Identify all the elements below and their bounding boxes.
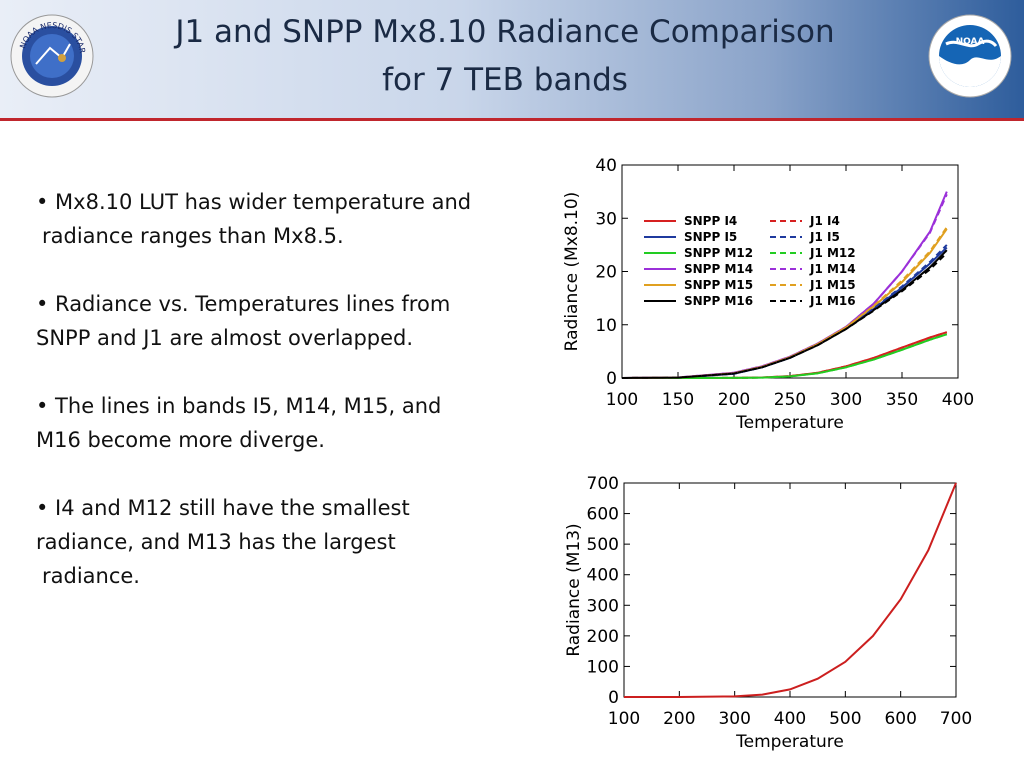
bullet-2: • Radiance vs. Temperatures lines from S…	[36, 287, 526, 355]
x-tick-label: 600	[884, 709, 916, 729]
y-tick-label: 300	[587, 596, 619, 616]
x-axis-label: Temperature	[735, 732, 844, 752]
legend-label: SNPP I5	[684, 230, 737, 244]
legend-label: SNPP M14	[684, 262, 753, 276]
legend-label: J1 I5	[809, 230, 840, 244]
x-tick-label: 100	[606, 390, 638, 410]
bullet-1: • Mx8.10 LUT has wider temperature and r…	[36, 185, 526, 253]
legend-label: J1 M15	[809, 278, 856, 292]
y-tick-label: 30	[595, 209, 617, 229]
radiance-m13-chart: 100 200 300 400 500 600 700 0 100 200 300 400 500 600…	[548, 474, 978, 760]
x-tick-label: 300	[718, 709, 750, 729]
legend-label: SNPP M15	[684, 278, 753, 292]
x-tick-label: 150	[662, 390, 694, 410]
bullet-1-line-1: • Mx8.10 LUT has wider temperature and	[36, 190, 472, 214]
bullet-3-line-1: • The lines in bands I5, M14, M15, and	[36, 394, 442, 418]
legend-label: J1 M16	[809, 294, 856, 308]
legend-label: J1 M12	[809, 246, 856, 260]
y-tick-label: 40	[595, 158, 617, 176]
x-axis-label: Temperature	[735, 413, 844, 433]
bullet-4-line-2: radiance, and M13 has the largest	[36, 530, 396, 554]
legend-label: SNPP M16	[684, 294, 753, 308]
y-tick-label: 20	[595, 263, 617, 283]
series-line-j1-m16	[621, 252, 948, 379]
x-tick-label: 250	[774, 390, 806, 410]
title-line-2: for 7 TEB bands	[382, 62, 628, 98]
bullet-4-line-3: radiance.	[42, 564, 140, 588]
radiance-m13-plot: 100 200 300 400 500 600 7000100200300400500600…	[564, 474, 972, 752]
y-axis-label: Radiance (Mx8.10)	[562, 192, 582, 352]
page-title: J1 and SNPP Mx8.10 Radiance Comparison f…	[120, 8, 890, 104]
noaa-logo: NOAA	[928, 14, 1012, 98]
x-tick-label: 300	[830, 390, 862, 410]
title-line-1: J1 and SNPP Mx8.10 Radiance Comparison	[175, 14, 835, 50]
x-tick-label: 400	[942, 390, 974, 410]
y-tick-label: 0	[608, 688, 619, 708]
bullet-2-line-2: SNPP and J1 are almost overlapped.	[36, 326, 414, 350]
radiance-mx810-plot: 100 150 200 250 300 350 400 0 10 20 30 40 Temperatur…	[562, 156, 974, 433]
nesdis-star-logo: NOAA NESDIS STAR	[10, 14, 94, 98]
x-tick-label: 200	[663, 709, 695, 729]
legend-label: J1 I4	[809, 214, 840, 228]
bullet-2-line-1: • Radiance vs. Temperatures lines from	[36, 292, 451, 316]
x-tick-label: 700	[940, 709, 972, 729]
radiance-mx810-chart: 100 150 200 250 300 350 400 0 10 20 30 40 Temperatur…	[555, 156, 985, 438]
x-tick-label: 500	[829, 709, 861, 729]
x-tick-label: 200	[718, 390, 750, 410]
legend-label: J1 M14	[809, 262, 856, 276]
series-line-m13	[624, 482, 957, 698]
y-tick-label: 100	[587, 657, 619, 677]
y-tick-label: 0	[606, 369, 617, 389]
y-tick-label: 200	[587, 627, 619, 647]
bullet-1-line-2: radiance ranges than Mx8.5.	[42, 224, 344, 248]
series-line-j1-m12	[622, 333, 948, 379]
plot-frame	[623, 482, 957, 698]
bullet-4: • I4 and M12 still have the smallest rad…	[36, 491, 526, 593]
y-tick-label: 700	[587, 475, 619, 494]
header-divider	[0, 118, 1024, 121]
bullet-list: • Mx8.10 LUT has wider temperature and r…	[36, 185, 526, 627]
y-tick-label: 400	[587, 566, 619, 586]
bullet-4-line-1: • I4 and M12 still have the smallest	[36, 496, 410, 520]
header-banner: NOAA NESDIS STAR J1 and SNPP Mx8.10 Radi…	[0, 0, 1024, 118]
legend-label: SNPP I4	[684, 214, 737, 228]
x-tick-label: 400	[774, 709, 806, 729]
y-tick-label: 10	[595, 316, 617, 336]
bullet-3-line-2: M16 become more diverge.	[36, 428, 325, 452]
x-tick-label: 350	[886, 390, 918, 410]
y-tick-label: 600	[587, 505, 619, 525]
bullet-3: • The lines in bands I5, M14, M15, and M…	[36, 389, 526, 457]
logo-right-text: NOAA	[956, 37, 985, 47]
y-axis-label: Radiance (M13)	[564, 523, 584, 656]
legend-label: SNPP M12	[684, 246, 753, 260]
x-tick-label: 100	[608, 709, 640, 729]
y-tick-label: 500	[587, 535, 619, 555]
